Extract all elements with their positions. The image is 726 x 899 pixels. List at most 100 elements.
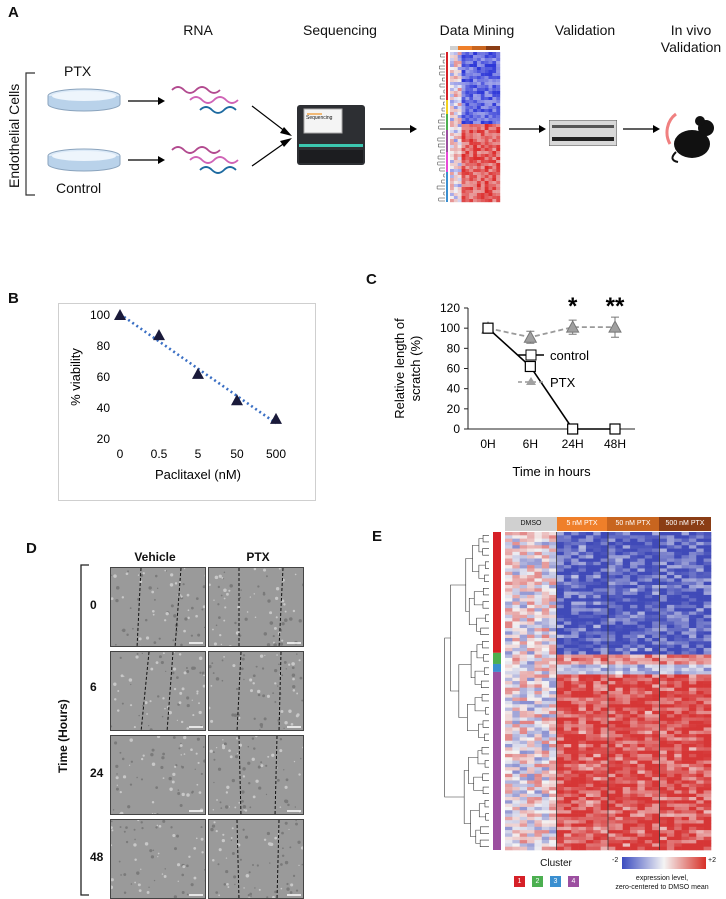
heatmap-cell <box>659 647 668 652</box>
cell-speck <box>178 653 182 656</box>
mini-heatmap-cell <box>488 97 493 101</box>
control-dish-icon <box>47 148 121 172</box>
heatmap-cell <box>696 803 704 808</box>
mini-heatmap-cell <box>480 139 485 143</box>
heatmap-cell <box>637 744 646 748</box>
mini-heatmap-cell <box>488 103 493 107</box>
heatmap-cell <box>652 608 660 612</box>
heatmap-cell <box>622 843 631 847</box>
mini-heatmap-cell <box>480 88 485 92</box>
heatmap-cell <box>630 730 638 735</box>
heatmap-cell <box>541 687 550 692</box>
heatmap-cell <box>659 558 668 563</box>
heatmap-cell <box>615 565 624 569</box>
cell-speck <box>283 660 287 664</box>
mini-heatmap-cell <box>465 181 470 185</box>
mini-heatmap-cell <box>457 58 462 62</box>
heatmap-cell <box>630 773 638 778</box>
heatmap-cell <box>563 545 572 549</box>
mini-heatmap-cell <box>484 118 489 122</box>
cell-speck <box>190 606 194 610</box>
cell-speck <box>155 826 158 829</box>
mini-heatmap-cell <box>492 121 497 125</box>
heatmap-cell <box>519 787 528 791</box>
heatmap-cell <box>585 667 594 672</box>
heatmap-cell <box>534 671 543 675</box>
heatmap-cell <box>652 638 660 642</box>
heatmap-cell <box>688 654 697 659</box>
mini-heatmap-cell <box>484 124 489 128</box>
heatmap-cell <box>659 532 668 536</box>
heatmap-cell <box>556 588 565 592</box>
heatmap-cell <box>585 674 594 679</box>
heatmap-cell <box>615 555 624 559</box>
cell-speck <box>247 761 251 765</box>
heatmap-cell <box>644 783 653 788</box>
mini-heatmap-cell <box>469 76 474 80</box>
cluster-bar <box>493 663 501 672</box>
heatmap-cell <box>608 760 616 765</box>
heatmap-cell <box>630 704 638 708</box>
heatmap-cell <box>637 833 646 838</box>
heatmap-cell <box>622 727 631 732</box>
heatmap-cell <box>556 671 565 675</box>
mini-heatmap-cell <box>457 97 462 101</box>
heatmap-cell <box>644 555 653 559</box>
heatmap-cell <box>615 823 624 828</box>
heatmap-cell <box>637 797 646 801</box>
heatmap-cell <box>519 813 528 818</box>
mini-heatmap-cell <box>480 175 485 179</box>
heatmap-cell <box>688 578 697 582</box>
cell-speck <box>278 568 281 570</box>
cell-speck <box>253 747 256 750</box>
mini-heatmap-cell <box>473 88 478 92</box>
heatmap-cell <box>512 621 521 626</box>
mini-heatmap-cell <box>465 91 470 95</box>
heatmap-cell <box>681 687 690 692</box>
heatmap-cell <box>666 644 675 649</box>
heatmap-cell <box>644 601 653 606</box>
cluster-bar <box>493 532 501 653</box>
dendrogram-branch <box>480 826 489 834</box>
heatmap-cell <box>696 608 704 612</box>
heatmap-cell <box>505 773 513 778</box>
time-axis-label: Time (Hours) <box>56 699 70 773</box>
dendrogram-branch <box>478 803 486 818</box>
mini-heatmap-cell <box>492 130 497 134</box>
heatmap-cell <box>688 621 697 626</box>
cell-speck <box>148 725 150 727</box>
heatmap-cell <box>652 561 660 566</box>
heatmap-cell <box>600 753 609 758</box>
cell-speck <box>203 626 205 629</box>
heatmap-cell <box>696 770 704 775</box>
heatmap-cell <box>556 773 565 778</box>
heatmap-cell <box>600 651 609 655</box>
heatmap-cell <box>505 750 513 755</box>
heatmap-cell <box>505 538 513 543</box>
cell-speck <box>138 889 142 893</box>
cell-speck <box>150 752 154 757</box>
heatmap-cell <box>681 840 690 844</box>
mini-heatmap-cell <box>473 103 478 107</box>
heatmap-cell <box>688 551 697 556</box>
heatmap-cell <box>541 581 550 586</box>
heatmap-cell <box>578 836 587 841</box>
mini-heatmap-cell <box>469 73 474 77</box>
heatmap-cell <box>608 803 616 808</box>
heatmap-cell <box>519 687 528 692</box>
mini-heatmap-cell <box>496 103 501 107</box>
mini-heatmap-cell <box>465 169 470 173</box>
heatmap-cell <box>630 840 638 844</box>
heatmap-cell <box>666 664 675 669</box>
heatmap-cell <box>608 734 616 738</box>
arrow-icon <box>623 125 660 133</box>
heatmap-cell <box>666 677 675 682</box>
cell-speck <box>266 831 271 836</box>
heatmap-cell <box>644 700 653 705</box>
heatmap-cell <box>652 830 660 834</box>
heatmap-cell <box>630 674 638 679</box>
heatmap-cell <box>674 558 682 563</box>
heatmap-cell <box>674 611 682 616</box>
heatmap-cell <box>563 744 572 748</box>
heatmap-cell <box>666 843 675 847</box>
